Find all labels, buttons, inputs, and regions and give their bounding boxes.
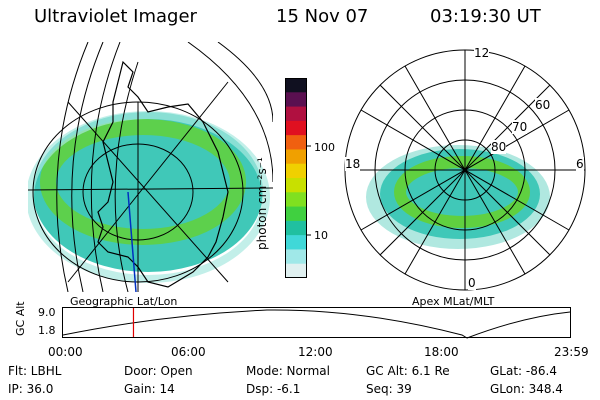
colorbar-units: photon cm⁻²s⁻¹ xyxy=(255,157,269,250)
info-gc-alt: GC Alt: 6.1 Re xyxy=(366,364,450,378)
colorbar-band xyxy=(285,163,307,179)
altitude-curve xyxy=(62,309,571,339)
observation-time: 03:19:30 UT xyxy=(430,6,541,27)
sensor-line xyxy=(127,191,137,292)
colorbar-band xyxy=(285,120,307,136)
aurora-oval xyxy=(40,119,246,245)
grid-lon-line xyxy=(56,42,89,292)
instrument-title: Ultraviolet Imager xyxy=(34,6,197,27)
mlat-label-60: 60 xyxy=(535,98,551,112)
grid-lat-ring xyxy=(187,42,273,183)
aurora-haze xyxy=(28,111,270,283)
right-panel-label: Apex MLat/MLT xyxy=(412,295,495,308)
mlat-label-70: 70 xyxy=(512,120,528,134)
alt-xtick: 06:00 xyxy=(171,345,206,359)
info-glon: GLon: 348.4 xyxy=(490,382,563,396)
left-panel-label: Geographic Lat/Lon xyxy=(70,295,178,308)
info-flt: Flt: LBHL xyxy=(8,364,62,378)
colorbar-band xyxy=(285,149,307,165)
colorbar-tick: 10 xyxy=(314,229,328,242)
grid-meridian xyxy=(67,101,229,283)
colorbar-band xyxy=(285,192,307,208)
mlt-label-6: 6 xyxy=(576,157,584,171)
info-seq: Seq: 39 xyxy=(366,382,412,396)
colorbar-band xyxy=(285,263,307,278)
info-dsp: Dsp: -6.1 xyxy=(246,382,301,396)
colorbar-band xyxy=(285,78,307,93)
colorbar-band xyxy=(285,235,307,250)
alt-xtick: 00:00 xyxy=(48,345,83,359)
grid-lon-line xyxy=(71,42,104,292)
colorbar-tick: 100 xyxy=(314,141,335,154)
polar-aurora-oval xyxy=(394,156,530,228)
mlt-line xyxy=(360,109,570,231)
info-ip: IP: 36.0 xyxy=(8,382,54,396)
grid-meridian xyxy=(67,81,229,283)
alt-xtick: 18:00 xyxy=(424,345,459,359)
info-door: Door: Open xyxy=(124,364,193,378)
altitude-plot xyxy=(62,307,571,339)
colorbar-band xyxy=(285,249,307,265)
mlt-label-0: 0 xyxy=(468,276,476,290)
colorbar-band xyxy=(285,178,307,193)
grid-meridian xyxy=(28,187,273,191)
info-gain: Gain: 14 xyxy=(124,382,175,396)
mlat-label-80: 80 xyxy=(491,140,507,154)
alt-ytick: 1.8 xyxy=(38,324,56,337)
colorbar xyxy=(285,78,311,278)
geographic-image xyxy=(28,42,273,292)
alt-ytick: 9.0 xyxy=(38,306,56,319)
grid-lon-line xyxy=(114,61,139,292)
alt-ylabel: GC Alt xyxy=(14,301,27,336)
colorbar-band xyxy=(285,135,307,150)
polar-plot xyxy=(344,49,586,291)
mlt-label-18: 18 xyxy=(345,157,361,171)
coastline xyxy=(97,60,229,288)
grid-lat-ring xyxy=(217,42,273,123)
info-mode: Mode: Normal xyxy=(246,364,330,378)
alt-xtick: 12:00 xyxy=(298,345,333,359)
info-glat: GLat: -86.4 xyxy=(490,364,557,378)
alt-xtick: 23:59 xyxy=(554,345,589,359)
colorbar-band xyxy=(285,92,307,108)
colorbar-band xyxy=(285,106,307,122)
colorbar-band xyxy=(285,206,307,222)
colorbar-band xyxy=(285,220,307,236)
mlt-label-12: 12 xyxy=(474,46,490,60)
observation-date: 15 Nov 07 xyxy=(276,6,369,27)
